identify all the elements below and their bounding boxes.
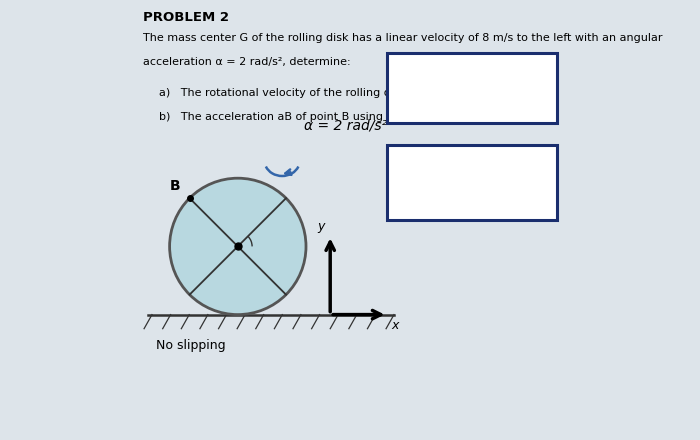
Text: PROBLEM 2: PROBLEM 2 xyxy=(144,11,229,24)
Text: y: y xyxy=(318,220,325,233)
Text: α = 2 rad/s²: α = 2 rad/s² xyxy=(304,118,387,132)
Text: 2 m: 2 m xyxy=(206,275,230,288)
Text: acceleration α = 2 rad/s², determine:: acceleration α = 2 rad/s², determine: xyxy=(144,57,351,67)
Text: The mass center G of the rolling disk has a linear velocity of 8 m/s to the left: The mass center G of the rolling disk ha… xyxy=(144,33,663,43)
Text: b)   The acceleration aB of point B using the provided coordinate frame: b) The acceleration aB of point B using … xyxy=(159,112,556,122)
Text: x: x xyxy=(392,319,399,332)
Text: No slipping: No slipping xyxy=(156,339,226,352)
Text: 45°: 45° xyxy=(259,232,277,242)
Text: B: B xyxy=(169,179,180,193)
Text: a)   The rotational velocity of the rolling disk ωD (include direction): a) The rotational velocity of the rollin… xyxy=(159,88,533,98)
Text: b) aB =: b) aB = xyxy=(398,176,446,189)
Circle shape xyxy=(169,178,306,315)
FancyBboxPatch shape xyxy=(387,53,556,123)
FancyBboxPatch shape xyxy=(387,145,556,220)
Text: G: G xyxy=(248,237,260,252)
Text: a) ωD=: a) ωD= xyxy=(398,81,446,95)
